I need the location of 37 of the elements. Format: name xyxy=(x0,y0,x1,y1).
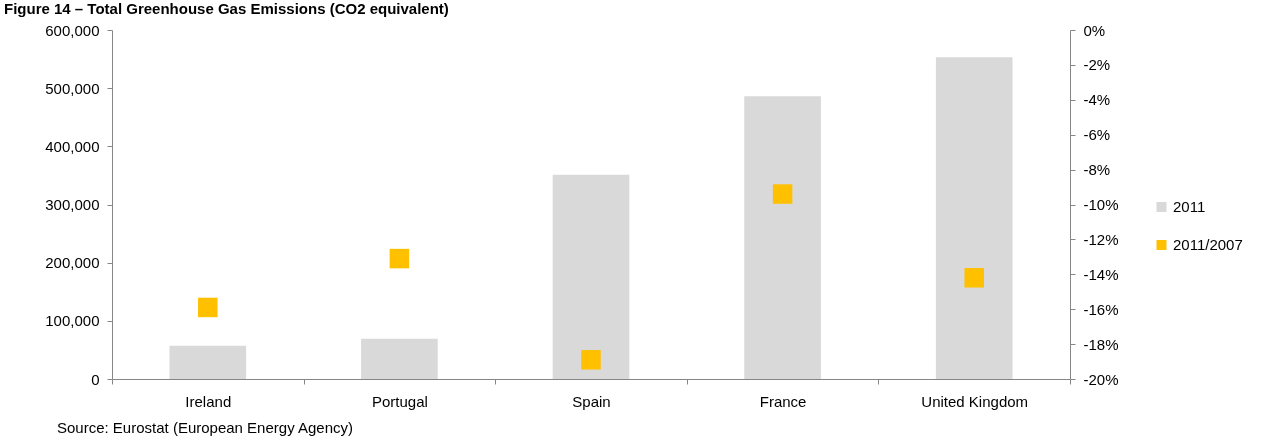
y-tick-label: 400,000 xyxy=(45,137,100,155)
y-tick-label: 600,000 xyxy=(45,21,100,39)
y2-tick-label: 0% xyxy=(1083,21,1106,39)
y2-tick-label: -20% xyxy=(1083,370,1119,388)
point xyxy=(772,184,793,204)
y-tick-label: 200,000 xyxy=(45,254,100,272)
y-tick-label: 100,000 xyxy=(45,312,100,330)
point xyxy=(389,248,410,269)
y2-tick-label: -8% xyxy=(1083,161,1111,179)
y2-tick-label: -12% xyxy=(1083,230,1119,248)
y2-tick-label: -4% xyxy=(1083,91,1111,109)
bar xyxy=(935,57,1013,379)
bar xyxy=(361,338,438,379)
y2-tick-label: -6% xyxy=(1083,126,1111,144)
x-tick-label: Ireland xyxy=(185,392,232,410)
x-tick-label: Portugal xyxy=(371,392,428,410)
x-tick-label: United Kingdom xyxy=(921,392,1029,410)
point xyxy=(198,297,218,318)
x-tick-label: France xyxy=(759,392,807,410)
y-tick-label: 0 xyxy=(91,370,100,388)
point xyxy=(964,268,984,288)
bar xyxy=(169,345,247,379)
y2-tick-label: -14% xyxy=(1083,265,1119,283)
y2-tick-label: -10% xyxy=(1083,196,1119,213)
bar xyxy=(744,96,821,379)
legend-label: 2011/2007 xyxy=(1173,236,1243,253)
source-note: Source: Eurostat (European Energy Agency) xyxy=(57,419,354,436)
bar xyxy=(552,174,630,379)
y2-tick-label: -2% xyxy=(1083,56,1111,74)
y2-tick-label: -18% xyxy=(1083,335,1119,353)
y-tick-label: 500,000 xyxy=(45,79,100,97)
y2-tick-label: -16% xyxy=(1083,300,1119,318)
legend-label: 2011 xyxy=(1173,198,1206,215)
point xyxy=(581,350,601,370)
y-tick-label: 300,000 xyxy=(45,196,100,213)
chart-title: Figure 14 – Total Greenhouse Gas Emissions (CO2 equivalent) xyxy=(4,0,449,17)
x-tick-label: Spain xyxy=(572,392,611,410)
